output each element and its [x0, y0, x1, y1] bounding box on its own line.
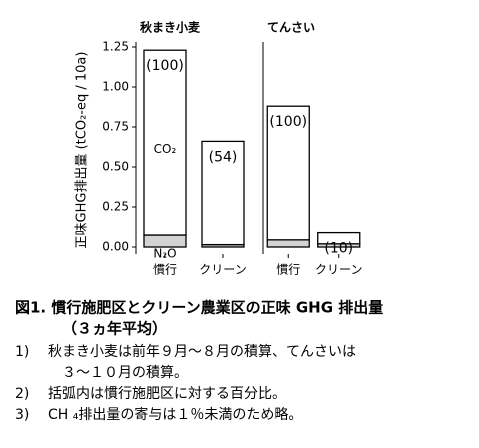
series-name: CO₂ [154, 142, 177, 156]
note-line: 括弧内は慣行施肥区に対する百分比。 [48, 385, 286, 402]
y-tick-label: 0.50 [102, 160, 129, 174]
caption-title: 図1. 慣行施肥区とクリーン農業区の正味 GHG 排出量 [15, 299, 383, 317]
y-tick-label: 1.00 [102, 80, 129, 94]
y-tick-label: 0.25 [102, 200, 129, 214]
bar-label: (54) [209, 149, 238, 165]
y-axis-label: 正味GHG排出量 (tCO₂-eq / 10a) [75, 52, 90, 249]
caption-subtitle: （３ヵ年平均） [62, 320, 167, 338]
panel-title: てんさい [267, 21, 315, 35]
note-line: ３～１０月の積算。 [62, 365, 188, 381]
bar-segment [266, 239, 310, 248]
bar-label: (100) [146, 58, 184, 74]
y-tick-label: 1.25 [102, 40, 129, 54]
y-tick-label: 0.75 [102, 120, 129, 134]
series-name: N₂O [153, 247, 176, 261]
x-tick-label: クリーン [199, 263, 246, 277]
note-number: 2) [15, 386, 29, 402]
note-line: 秋まき小麦は前年９月～８月の積算、てんさいは [48, 343, 356, 360]
bar-segment [317, 231, 361, 245]
bar-label: (100) [269, 114, 307, 130]
x-tick-label: 慣行 [276, 262, 300, 277]
x-tick-label: 慣行 [153, 262, 177, 277]
bar-segment [266, 105, 310, 241]
bar-segment [143, 234, 187, 248]
note-line: CH ₄排出量の寄与は１％未満のため略。 [48, 406, 302, 423]
x-tick-label: クリーン [315, 263, 362, 277]
bar-segment [201, 140, 245, 246]
bar-label: (10) [324, 241, 353, 257]
note-number: 3) [15, 407, 29, 423]
note-number: 1) [15, 344, 29, 360]
bar-segment [143, 49, 187, 236]
y-tick-label: 0.00 [102, 240, 129, 254]
panel-title: 秋まき小麦 [140, 20, 201, 35]
